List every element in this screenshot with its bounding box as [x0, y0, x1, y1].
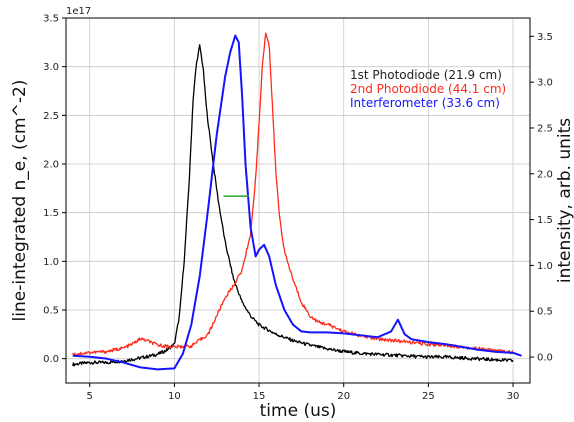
y-tick-label-right: 3.0	[537, 78, 553, 89]
legend-entry-2nd-photodiode: 2nd Photodiode (44.1 cm)	[350, 82, 506, 96]
x-tick-label: 25	[422, 391, 435, 402]
x-tick-label: 20	[337, 391, 350, 402]
series-line-interferometer	[72, 34, 522, 371]
y-tick-label-left: 0.5	[43, 306, 59, 317]
y-tick-label-left: 2.5	[43, 111, 59, 122]
series-layer	[72, 32, 522, 371]
y-axis-offset-label: 1e17	[66, 6, 91, 17]
y-axis-label-left: line-integrated n_e, (cm^-2)	[10, 80, 30, 322]
y-tick-label-right: 0.0	[537, 353, 553, 364]
legend: 1st Photodiode (21.9 cm) 2nd Photodiode …	[350, 68, 506, 110]
y-tick-label-left: 1.0	[43, 257, 59, 268]
series-line-1st-photodiode	[72, 44, 514, 367]
legend-entry-1st-photodiode: 1st Photodiode (21.9 cm)	[350, 68, 502, 82]
legend-entry-interferometer: Interferometer (33.6 cm)	[350, 96, 500, 110]
y-tick-label-left: 1.5	[43, 208, 59, 219]
x-tick-label: 30	[507, 391, 520, 402]
x-tick-label: 15	[253, 391, 266, 402]
tick-layer: 5 10 15 20 25 30 0.0 0.5 1.0 1.5 2.0 2.5 3.0 3.5 0.0 0.…	[43, 14, 553, 403]
x-tick-label: 10	[168, 391, 181, 402]
y-tick-label-left: 2.0	[43, 160, 59, 171]
y-axis-label-right: intensity, arb. units	[555, 118, 574, 283]
y-tick-label-right: 0.5	[537, 307, 553, 318]
y-tick-label-left: 0.0	[43, 354, 59, 365]
y-tick-label-right: 2.0	[537, 169, 553, 180]
y-tick-label-right: 3.5	[537, 32, 553, 43]
y-tick-label-left: 3.0	[43, 62, 59, 73]
series-line-2nd-photodiode	[72, 32, 514, 357]
y-tick-label-right: 1.0	[537, 261, 553, 272]
y-tick-label-left: 3.5	[43, 14, 59, 25]
plot-area	[65, 17, 531, 384]
y-tick-label-right: 1.5	[537, 215, 553, 226]
x-axis-label: time (us)	[260, 401, 337, 421]
x-tick-label: 5	[87, 391, 93, 402]
y-tick-label-right: 2.5	[537, 123, 553, 134]
